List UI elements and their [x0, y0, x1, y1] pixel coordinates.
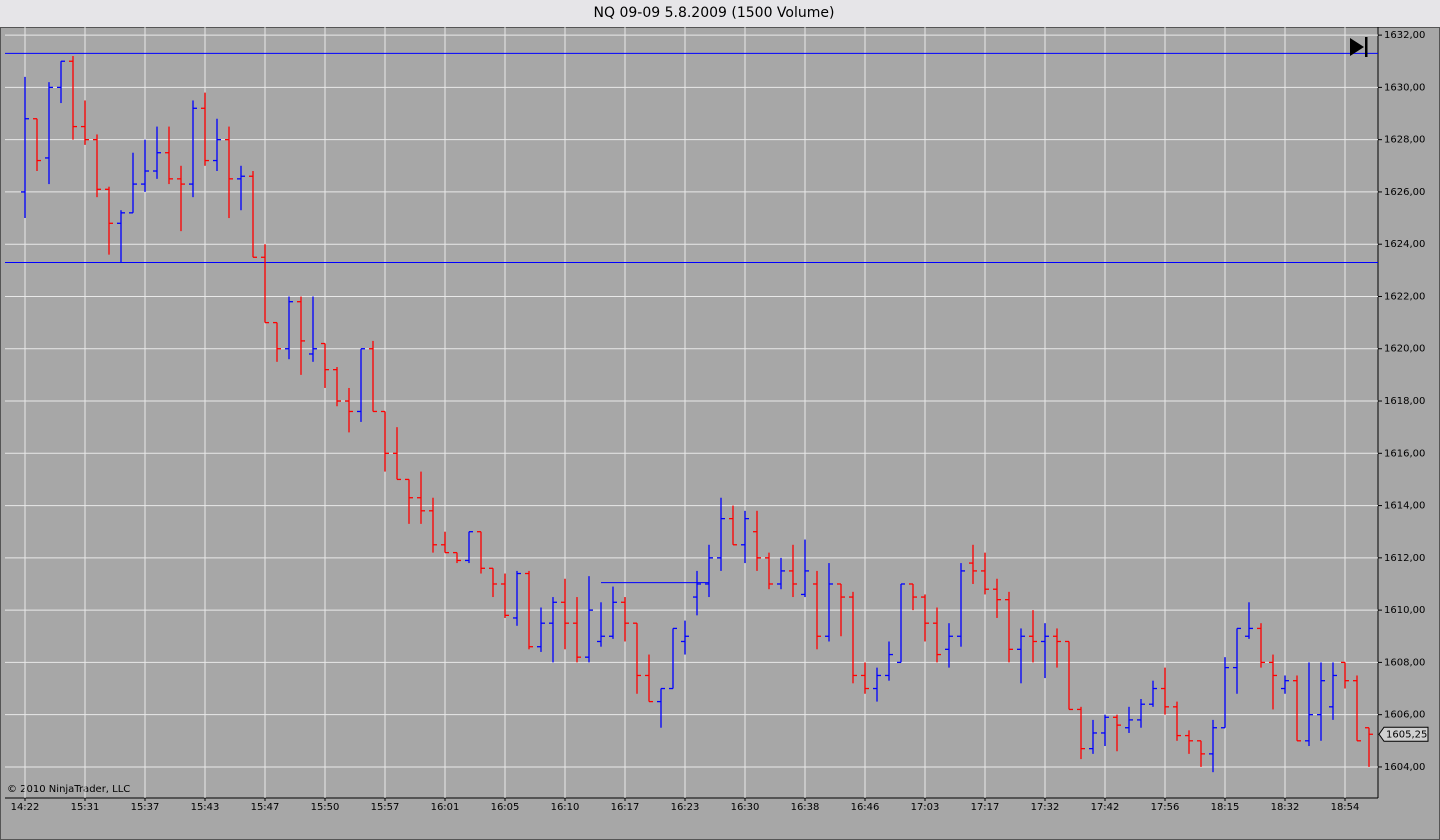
- last-price-label: 1605,25: [1386, 729, 1427, 740]
- x-tick-label: 15:37: [131, 802, 160, 813]
- y-tick-label: 1632,00: [1384, 30, 1425, 41]
- title-bar: [0, 0, 1440, 27]
- y-tick-label: 1624,00: [1384, 239, 1425, 250]
- play-triangle[interactable]: [1350, 38, 1364, 56]
- x-tick-label: 14:22: [11, 802, 40, 813]
- x-tick-label: 17:03: [911, 802, 940, 813]
- x-tick-label: 17:56: [1151, 802, 1180, 813]
- y-tick-label: 1626,00: [1384, 187, 1425, 198]
- y-tick-label: 1604,00: [1384, 762, 1425, 773]
- x-tick-label: 18:54: [1331, 802, 1360, 813]
- x-tick-label: 15:43: [191, 802, 220, 813]
- x-tick-label: 16:10: [551, 802, 580, 813]
- y-tick-label: 1616,00: [1384, 448, 1425, 459]
- y-tick-label: 1618,00: [1384, 396, 1425, 407]
- x-tick-label: 16:01: [431, 802, 460, 813]
- play-bar[interactable]: [1365, 37, 1368, 57]
- x-tick-label: 18:15: [1211, 802, 1240, 813]
- y-tick-label: 1608,00: [1384, 657, 1425, 668]
- x-tick-label: 18:32: [1271, 802, 1300, 813]
- x-tick-label: 17:17: [971, 802, 1000, 813]
- x-tick-label: 16:38: [791, 802, 820, 813]
- y-tick-label: 1612,00: [1384, 553, 1425, 564]
- x-tick-label: 15:57: [371, 802, 400, 813]
- last-price-box: [1378, 726, 1429, 742]
- y-tick-label: 1628,00: [1384, 135, 1425, 146]
- play-icon[interactable]: [1350, 37, 1368, 57]
- x-tick-label: 15:50: [311, 802, 340, 813]
- x-tick-label: 15:31: [71, 802, 100, 813]
- x-tick-label: 16:23: [671, 802, 700, 813]
- y-tick-label: 1606,00: [1384, 710, 1425, 721]
- copyright: © 2010 NinjaTrader, LLC: [7, 784, 130, 795]
- y-tick-label: 1614,00: [1384, 501, 1425, 512]
- x-tick-label: 16:17: [611, 802, 640, 813]
- x-tick-label: 16:05: [491, 802, 520, 813]
- x-tick-label: 16:46: [851, 802, 880, 813]
- y-tick-label: 1622,00: [1384, 291, 1425, 302]
- chart-title: NQ 09-09 5.8.2009 (1500 Volume): [594, 5, 835, 21]
- x-tick-label: 15:47: [251, 802, 280, 813]
- panel: [0, 27, 1440, 840]
- y-tick-label: 1610,00: [1384, 605, 1425, 616]
- y-tick-label: 1630,00: [1384, 82, 1425, 93]
- y-tick-label: 1620,00: [1384, 344, 1425, 355]
- x-tick-label: 16:30: [731, 802, 760, 813]
- x-tick-label: 17:42: [1091, 802, 1120, 813]
- x-tick-label: 17:32: [1031, 802, 1060, 813]
